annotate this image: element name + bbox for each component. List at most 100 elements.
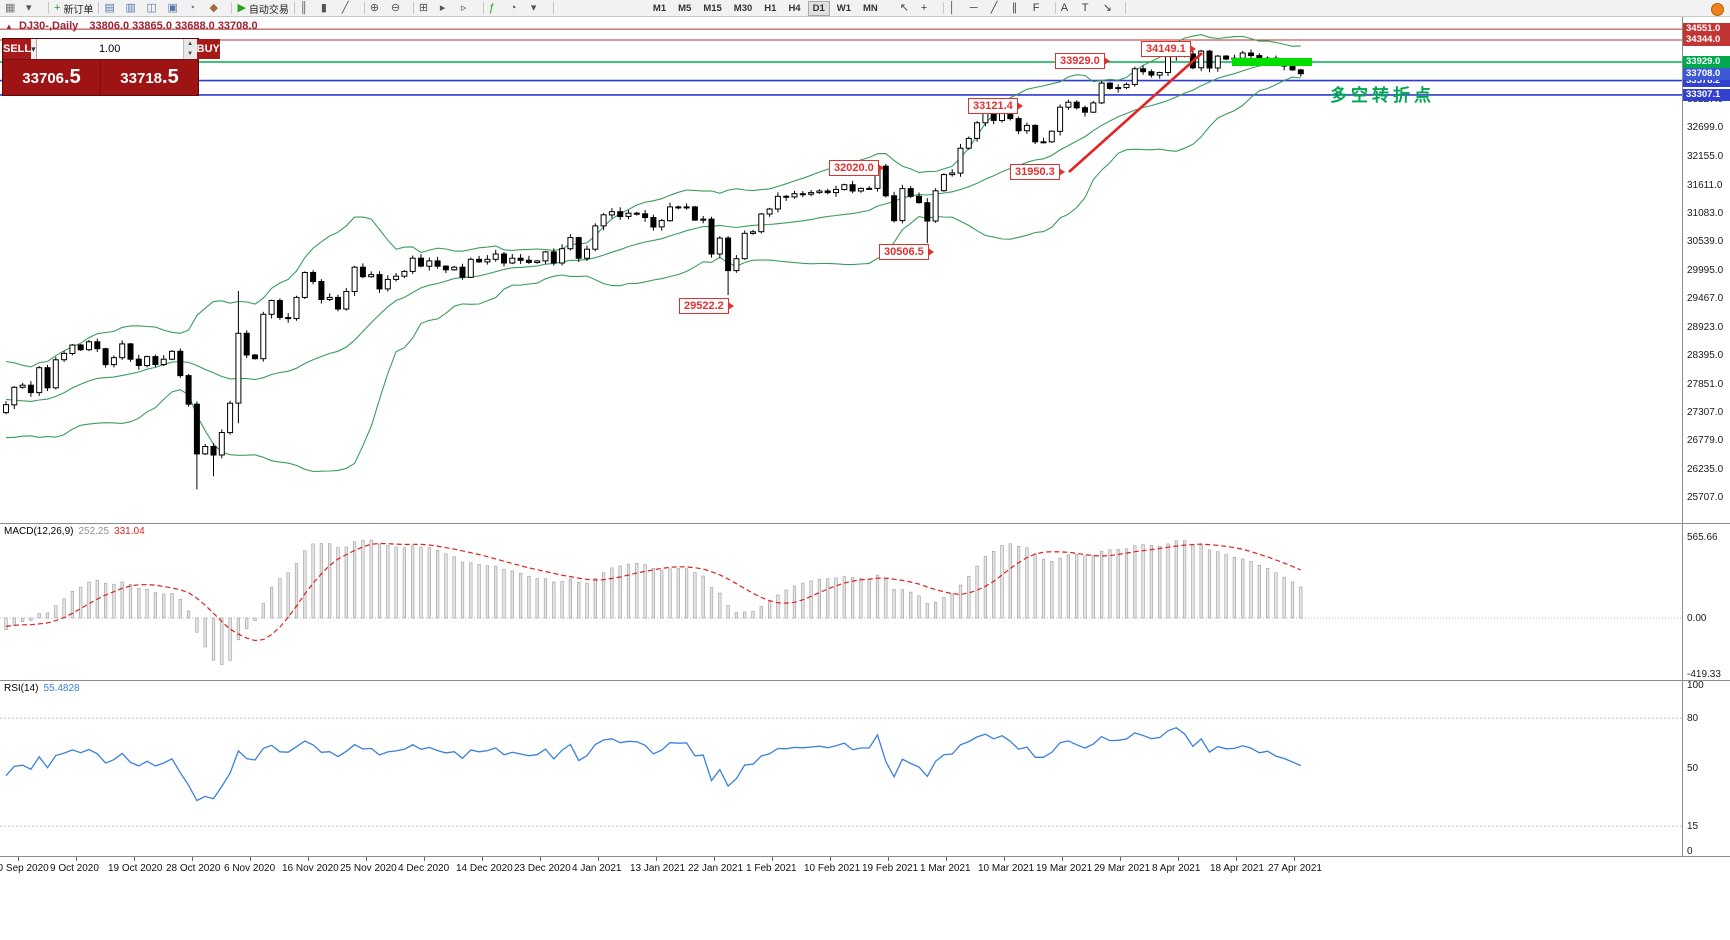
timeframe-d1[interactable]: D1: [807, 0, 830, 16]
terminal-icon[interactable]: ▣: [165, 1, 186, 16]
price-chart-canvas[interactable]: [0, 17, 1682, 523]
new-chart-icon: ▦: [5, 1, 16, 14]
candlestick-chart-type-icon[interactable]: ▮: [319, 1, 340, 16]
vertical-line-icon[interactable]: │: [947, 1, 968, 16]
periods-caret[interactable]: ▾: [529, 1, 550, 16]
line-chart-type-icon[interactable]: ╱: [340, 1, 361, 16]
chart-note-text[interactable]: 多空转折点: [1330, 86, 1435, 105]
timeframe-m30[interactable]: M30: [733, 2, 753, 14]
volume-steppers: ▲ ▼: [182, 39, 197, 59]
tile-windows-icon: ⊞: [418, 1, 429, 14]
volume-dropdown-caret[interactable]: ▾: [31, 39, 37, 59]
new-order-icon: +: [54, 1, 61, 14]
new-chart-icon[interactable]: ▦: [3, 1, 24, 16]
sell-price-display[interactable]: 33706.5: [3, 60, 101, 95]
arrow-objects-icon[interactable]: ↘: [1101, 1, 1122, 16]
timeframe-w1[interactable]: W1: [836, 2, 851, 14]
notification-icon[interactable]: [1711, 3, 1724, 16]
panel-separator[interactable]: [0, 523, 1730, 524]
price-annotation[interactable]: 32020.0: [829, 160, 884, 176]
price-annotation[interactable]: 29522.2: [679, 298, 734, 314]
buy-price-display[interactable]: 33718.5: [101, 60, 198, 95]
timeframe-mn[interactable]: MN: [863, 2, 878, 14]
terminal-icon: ▣: [167, 1, 178, 14]
indicators-icon[interactable]: ƒ: [487, 1, 508, 16]
horizontal-line-icon[interactable]: ─: [968, 1, 989, 16]
rsi-line: [5, 726, 1302, 802]
chart-shift-icon[interactable]: ▹: [459, 1, 480, 16]
market-watch-icon: ▤: [104, 1, 115, 14]
time-tick: [1120, 857, 1121, 861]
market-watch-icon[interactable]: ▤: [102, 1, 123, 16]
rsi-value: 55.4828: [43, 683, 80, 694]
timeframe-h1[interactable]: H1: [764, 2, 777, 14]
axis-value: 50: [1687, 763, 1699, 774]
zoom-in-icon[interactable]: ⊕: [368, 1, 389, 16]
toolbar-separator: [363, 2, 365, 14]
date-label: 4 Jan 2021: [572, 863, 622, 874]
date-label: 19 Oct 2020: [108, 863, 163, 874]
price-axis[interactable]: 33227.032699.032155.031611.031083.030539…: [1682, 17, 1730, 857]
volume-input[interactable]: [36, 39, 183, 59]
alerts-icon[interactable]: ◆: [207, 1, 228, 16]
strategy-tester-icon[interactable]: ◔: [186, 1, 207, 16]
panel-separator[interactable]: [0, 856, 1730, 857]
sell-price-fraction: .5: [64, 66, 81, 88]
new-order-icon-button[interactable]: + 新订单: [52, 1, 95, 16]
new-chart-caret[interactable]: ▾: [24, 1, 45, 16]
price-level-tag: 34344.0: [1683, 34, 1730, 46]
volume-down-button[interactable]: ▼: [183, 49, 197, 59]
axis-value: 32155.0: [1687, 150, 1724, 162]
timeframe-m15[interactable]: M15: [703, 2, 722, 14]
zoom-out-icon[interactable]: ⊖: [389, 1, 410, 16]
equidistant-channel-icon[interactable]: ∥: [1010, 1, 1031, 16]
timeframe-h4[interactable]: H4: [788, 2, 801, 14]
tile-windows-icon[interactable]: ⊞: [417, 1, 438, 16]
price-chart-panel[interactable]: ▲ DJ30-,Daily 33806.0 33865.0 33688.0 33…: [0, 17, 1682, 523]
toolbar-separator: [412, 2, 414, 14]
price-annotation[interactable]: 30506.5: [879, 244, 934, 260]
price-level-tag: 33929.0: [1683, 56, 1730, 68]
navigator-icon[interactable]: ◫: [144, 1, 165, 16]
price-annotation[interactable]: 33121.4: [968, 98, 1023, 114]
highlight-bar[interactable]: [1232, 58, 1312, 66]
crosshair-icon[interactable]: +: [919, 1, 940, 16]
volume-up-button[interactable]: ▲: [183, 39, 197, 49]
axis-value: 27851.0: [1687, 378, 1724, 390]
time-tick: [1004, 857, 1005, 861]
data-window-icon[interactable]: ▥: [123, 1, 144, 16]
trendline-icon[interactable]: ╱: [989, 1, 1010, 16]
date-label: 19 Mar 2021: [1036, 863, 1093, 874]
macd-panel[interactable]: MACD(12,26,9) 252.25 331.04: [0, 524, 1682, 680]
trend-line[interactable]: [1068, 52, 1203, 173]
price-annotation[interactable]: 34149.1: [1141, 41, 1196, 57]
text-icon[interactable]: A: [1059, 1, 1080, 16]
fibonacci-icon[interactable]: F: [1031, 1, 1052, 16]
text-label-icon[interactable]: T: [1080, 1, 1101, 16]
price-level-tag: 33307.1: [1683, 88, 1730, 101]
date-label: 9 Oct 2020: [50, 863, 99, 874]
bar-chart-type-icon[interactable]: ║: [298, 1, 319, 16]
periods-icon[interactable]: ◔: [508, 1, 529, 16]
autotrading-icon-button[interactable]: ▶ 自动交易: [235, 1, 290, 16]
date-label: 4 Dec 2020: [398, 863, 450, 874]
price-annotation[interactable]: 33929.0: [1055, 53, 1110, 69]
new-chart-caret: ▾: [26, 1, 32, 14]
buy-button[interactable]: BUY: [196, 39, 220, 59]
panel-separator[interactable]: [0, 680, 1730, 681]
axis-value: 0.00: [1687, 613, 1707, 624]
cursor-icon[interactable]: ↖: [898, 1, 919, 16]
price-level-tag: 34551.0: [1683, 23, 1730, 36]
price-annotation[interactable]: 31950.3: [1010, 164, 1065, 180]
timeframe-m5[interactable]: M5: [678, 2, 692, 14]
sell-button[interactable]: SELL: [3, 39, 32, 59]
axis-value: 80: [1687, 713, 1699, 725]
one-click-trading-panel: SELL ▾ ▲ ▼ BUY 33706.5 33718.5: [2, 38, 220, 96]
date-label: 19 Feb 2021: [862, 863, 919, 874]
auto-scroll-icon[interactable]: ▸: [438, 1, 459, 16]
macd-histogram: [4, 539, 1303, 665]
timeframe-m1[interactable]: M1: [652, 2, 667, 14]
rsi-panel[interactable]: RSI(14) 55.4828: [0, 681, 1682, 856]
